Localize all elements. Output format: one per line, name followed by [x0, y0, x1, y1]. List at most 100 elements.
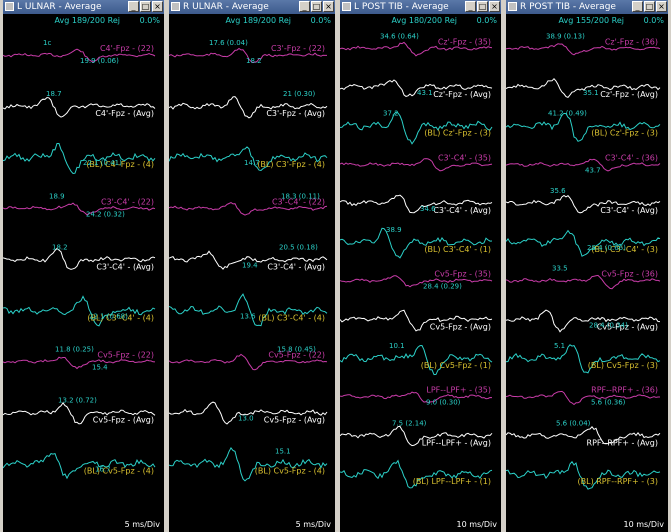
peak-marker-label: 34.6 (0.64) — [380, 32, 419, 40]
reject-rate: 0.0% — [476, 16, 497, 25]
channel-label: Cv5-Fpz - (Avg) — [597, 322, 658, 331]
trace-2 — [340, 111, 493, 145]
channel-label: (BL) C3'-C4' - (4) — [258, 313, 325, 322]
maximize-button[interactable]: □ — [644, 1, 655, 12]
status-line: Avg 189/200 Rej 0.0% — [3, 15, 164, 27]
time-scale: 10 ms/Div — [456, 520, 498, 529]
reject-rate: 0.0% — [139, 16, 160, 25]
trace-6 — [3, 356, 156, 370]
trace-6 — [506, 274, 661, 290]
window-icon — [171, 2, 180, 11]
trace-panel: C3'-Fpz - (22) C3'-Fpz - (Avg) (BL) C3'-Fp… — [169, 39, 328, 482]
channel-label: (BL) Cz'-Fpz - (3) — [424, 129, 491, 138]
reject-rate: 0.0% — [310, 16, 331, 25]
title-bar[interactable]: L ULNAR - Average _ □ × — [3, 0, 164, 14]
trace-8 — [340, 344, 493, 376]
peak-marker-label: 5.6 (0.04) — [556, 419, 591, 427]
peak-marker-label: 15.1 — [275, 448, 291, 456]
title-bar[interactable]: L POST TIB - Average _ □ × — [340, 0, 501, 14]
peak-marker-label: 15.4 — [92, 363, 108, 371]
channel-label: Cv5-Fpz - (Avg) — [264, 416, 325, 425]
trace-4 — [169, 250, 328, 270]
minimize-button[interactable]: _ — [465, 1, 476, 12]
peak-marker-label: 38.9 — [386, 226, 402, 234]
status-line: Avg 180/200 Rej 0.0% — [340, 15, 501, 27]
trace-11 — [340, 459, 493, 489]
channel-label: Cv5-Fpz - (36) — [601, 270, 658, 279]
trace-7 — [3, 402, 156, 425]
time-scale: 10 ms/Div — [623, 520, 665, 529]
peak-marker-label: 43.7 — [585, 166, 601, 174]
channel-label: C3'-C4' - (35) — [438, 153, 491, 162]
channel-label: Cz'-Fpz - (Avg) — [433, 90, 491, 99]
close-button[interactable]: × — [152, 1, 163, 12]
close-button[interactable]: × — [489, 1, 500, 12]
title-bar[interactable]: R POST TIB - Average _ □ × — [506, 0, 668, 14]
peak-marker-label: 38.9 (0.13) — [546, 32, 585, 40]
peak-marker-label: 28.4 (0.34) — [589, 321, 628, 329]
trace-7 — [506, 309, 661, 333]
channel-label: (BL) C4'-Fpz - (4) — [86, 160, 154, 169]
peak-marker-label: 41.2 (0.49) — [548, 110, 587, 118]
channel-label: (BL) C3'-C4' - (4) — [87, 313, 154, 322]
channel-label: RPF--RPF+ - (Avg) — [587, 438, 658, 447]
channel-label: C3'-Fpz - (Avg) — [266, 109, 325, 118]
maximize-button[interactable]: □ — [477, 1, 488, 12]
peak-marker-label: 13.2 (0.72) — [58, 397, 97, 405]
trace-0 — [3, 48, 156, 63]
channel-label: (BL) C3'-C4' - (3) — [591, 245, 658, 254]
channel-label: (BL) LPF--LPF+ - (1) — [413, 477, 491, 486]
status-line: Avg 155/200 Rej 0.0% — [506, 15, 668, 27]
window-l-post-tib[interactable]: L POST TIB - Average _ □ × Avg 180/200 Rej 0.… — [337, 0, 504, 532]
close-button[interactable]: × — [656, 1, 667, 12]
minimize-button[interactable]: _ — [299, 1, 310, 12]
channel-label: Cz'-Fpz - (36) — [605, 37, 658, 46]
trace-3 — [340, 158, 493, 172]
channel-label: C3'-C4' - (22) — [272, 197, 325, 206]
maximize-button[interactable]: □ — [311, 1, 322, 12]
channel-label: Cv5-Fpz - (35) — [434, 270, 491, 279]
window-r-ulnar[interactable]: R ULNAR - Average _ □ × Avg 189/200 Rej 0.0% 5… — [166, 0, 338, 532]
window-title: R POST TIB - Average — [520, 2, 616, 12]
trace-5 — [3, 295, 156, 327]
channel-label: (BL) Cv5-Fpz - (4) — [255, 467, 325, 476]
channel-label: C3'-C4' - (Avg) — [267, 262, 325, 271]
window-r-post-tib[interactable]: R POST TIB - Average _ □ × Avg 155/200 Rej 0.… — [503, 0, 671, 532]
trace-6 — [340, 275, 493, 288]
trace-panel: Cz'-Fpz - (35) Cz'-Fpz - (Avg) (BL) Cz'-Fp… — [340, 32, 493, 489]
peak-marker-label: 5.6 (0.36) — [591, 399, 626, 407]
channel-label: (BL) Cv5-Fpz - (1) — [421, 361, 491, 370]
trace-10 — [506, 426, 661, 445]
peak-marker-label: 18.2 — [246, 57, 262, 65]
peak-marker-label: 35.1 — [583, 89, 599, 97]
window-icon — [508, 2, 517, 11]
minimize-button[interactable]: _ — [128, 1, 139, 12]
trace-0 — [506, 43, 661, 56]
trace-8 — [506, 344, 661, 374]
trace-9 — [506, 390, 660, 406]
channel-label: LPF--LPF+ - (Avg) — [422, 438, 491, 447]
peak-marker-label: 18.7 — [46, 90, 62, 98]
channel-label: Cv5-Fpz - (22) — [268, 350, 325, 359]
close-button[interactable]: × — [323, 1, 334, 12]
trace-2 — [506, 112, 661, 142]
window-l-ulnar[interactable]: L ULNAR - Average _ □ × Avg 189/200 Rej 0.0% 5… — [0, 0, 167, 532]
trace-0 — [169, 47, 327, 64]
window-title: L POST TIB - Average — [354, 2, 449, 12]
trace-1 — [169, 96, 328, 119]
channel-label: C3'-C4' - (Avg) — [433, 206, 491, 215]
status-line: Avg 189/200 Rej 0.0% — [169, 15, 335, 27]
trace-11 — [506, 460, 661, 490]
window-title: R ULNAR - Average — [183, 2, 269, 12]
peak-marker-label: 22.1 (0.68) — [89, 312, 128, 320]
channel-label: (BL) Cv5-Fpz - (4) — [84, 467, 154, 476]
channel-label: C3'-C4' - (22) — [101, 197, 154, 206]
maximize-button[interactable]: □ — [140, 1, 151, 12]
minimize-button[interactable]: _ — [632, 1, 643, 12]
channel-label: C3'-Fpz - (22) — [271, 44, 325, 53]
channel-label: C3'-C4' - (Avg) — [600, 206, 658, 215]
avg-count: Avg 155/200 Rej — [558, 16, 624, 25]
peak-marker-label: 20.5 (0.18) — [279, 243, 318, 251]
channel-label: RPF--RPF+ - (36) — [591, 386, 658, 395]
title-bar[interactable]: R ULNAR - Average _ □ × — [169, 0, 335, 14]
